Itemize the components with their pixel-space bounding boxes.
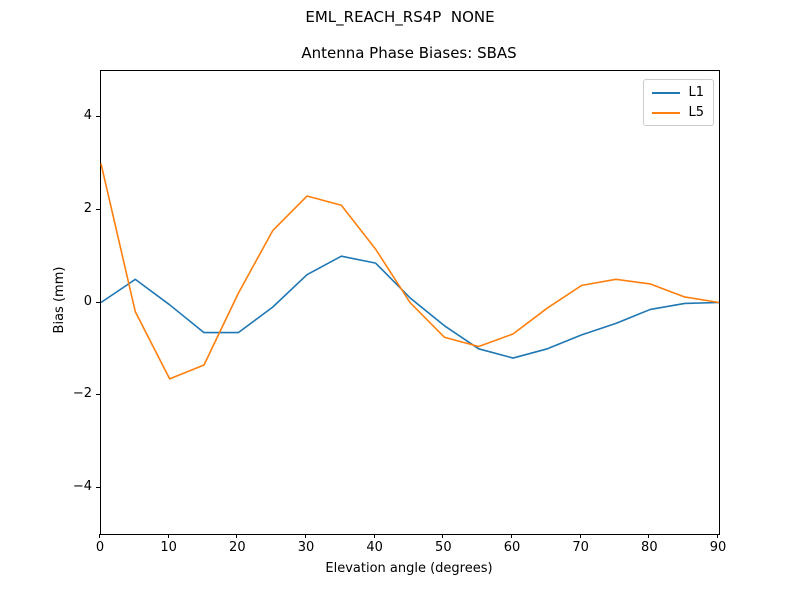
series-line-l5 bbox=[100, 163, 720, 380]
y-tick-label: 2 bbox=[83, 200, 92, 216]
y-tick-mark bbox=[96, 486, 100, 488]
y-tick-label: 4 bbox=[83, 108, 92, 124]
l5-line-swatch bbox=[652, 111, 681, 114]
x-tick-mark bbox=[305, 534, 306, 538]
x-tick-mark bbox=[373, 534, 375, 538]
x-tick-mark bbox=[236, 534, 238, 538]
legend-label-l1: L1 bbox=[688, 85, 704, 100]
x-tick-label: 70 bbox=[572, 540, 589, 555]
x-tick-mark bbox=[579, 534, 581, 538]
x-tick-mark bbox=[99, 534, 100, 538]
figure-title: EML_REACH_RS4P NONE bbox=[305, 8, 495, 26]
x-tick-label: 10 bbox=[160, 540, 177, 555]
y-tick-mark bbox=[96, 116, 100, 118]
y-tick-label: 0 bbox=[83, 293, 92, 309]
x-tick-label: 90 bbox=[709, 540, 727, 555]
x-tick-label: 0 bbox=[95, 540, 105, 555]
line-plot bbox=[100, 163, 720, 380]
x-tick-mark bbox=[648, 534, 650, 538]
x-tick-label: 30 bbox=[297, 540, 315, 555]
y-tick-mark bbox=[96, 301, 100, 303]
plot-area: L1 L5 bbox=[100, 70, 720, 535]
x-tick-mark bbox=[511, 534, 512, 538]
x-tick-mark bbox=[442, 534, 444, 538]
x-tick-mark bbox=[167, 534, 169, 538]
x-tick-label: 20 bbox=[229, 540, 246, 555]
y-tick-label: −4 bbox=[72, 478, 92, 494]
y-tick-mark bbox=[96, 208, 100, 210]
y-tick-mark bbox=[96, 394, 100, 396]
axes-title: Antenna Phase Biases: SBAS bbox=[301, 44, 517, 62]
x-tick-label: 80 bbox=[641, 540, 658, 555]
legend-entry-l1: L1 bbox=[652, 86, 704, 99]
x-axis-label: Elevation angle (degrees) bbox=[325, 561, 493, 576]
x-tick-label: 60 bbox=[503, 540, 521, 555]
series-line-l1 bbox=[100, 255, 720, 359]
legend: L1 L5 bbox=[643, 79, 714, 126]
y-tick-label: −2 bbox=[72, 386, 92, 402]
x-tick-label: 50 bbox=[435, 540, 452, 555]
x-tick-mark bbox=[717, 534, 718, 538]
x-tick-label: 40 bbox=[366, 540, 383, 555]
l1-line-swatch bbox=[652, 91, 681, 94]
legend-entry-l5: L5 bbox=[652, 106, 704, 119]
legend-label-l5: L5 bbox=[688, 105, 704, 120]
y-axis-label: Bias (mm) bbox=[52, 266, 67, 334]
